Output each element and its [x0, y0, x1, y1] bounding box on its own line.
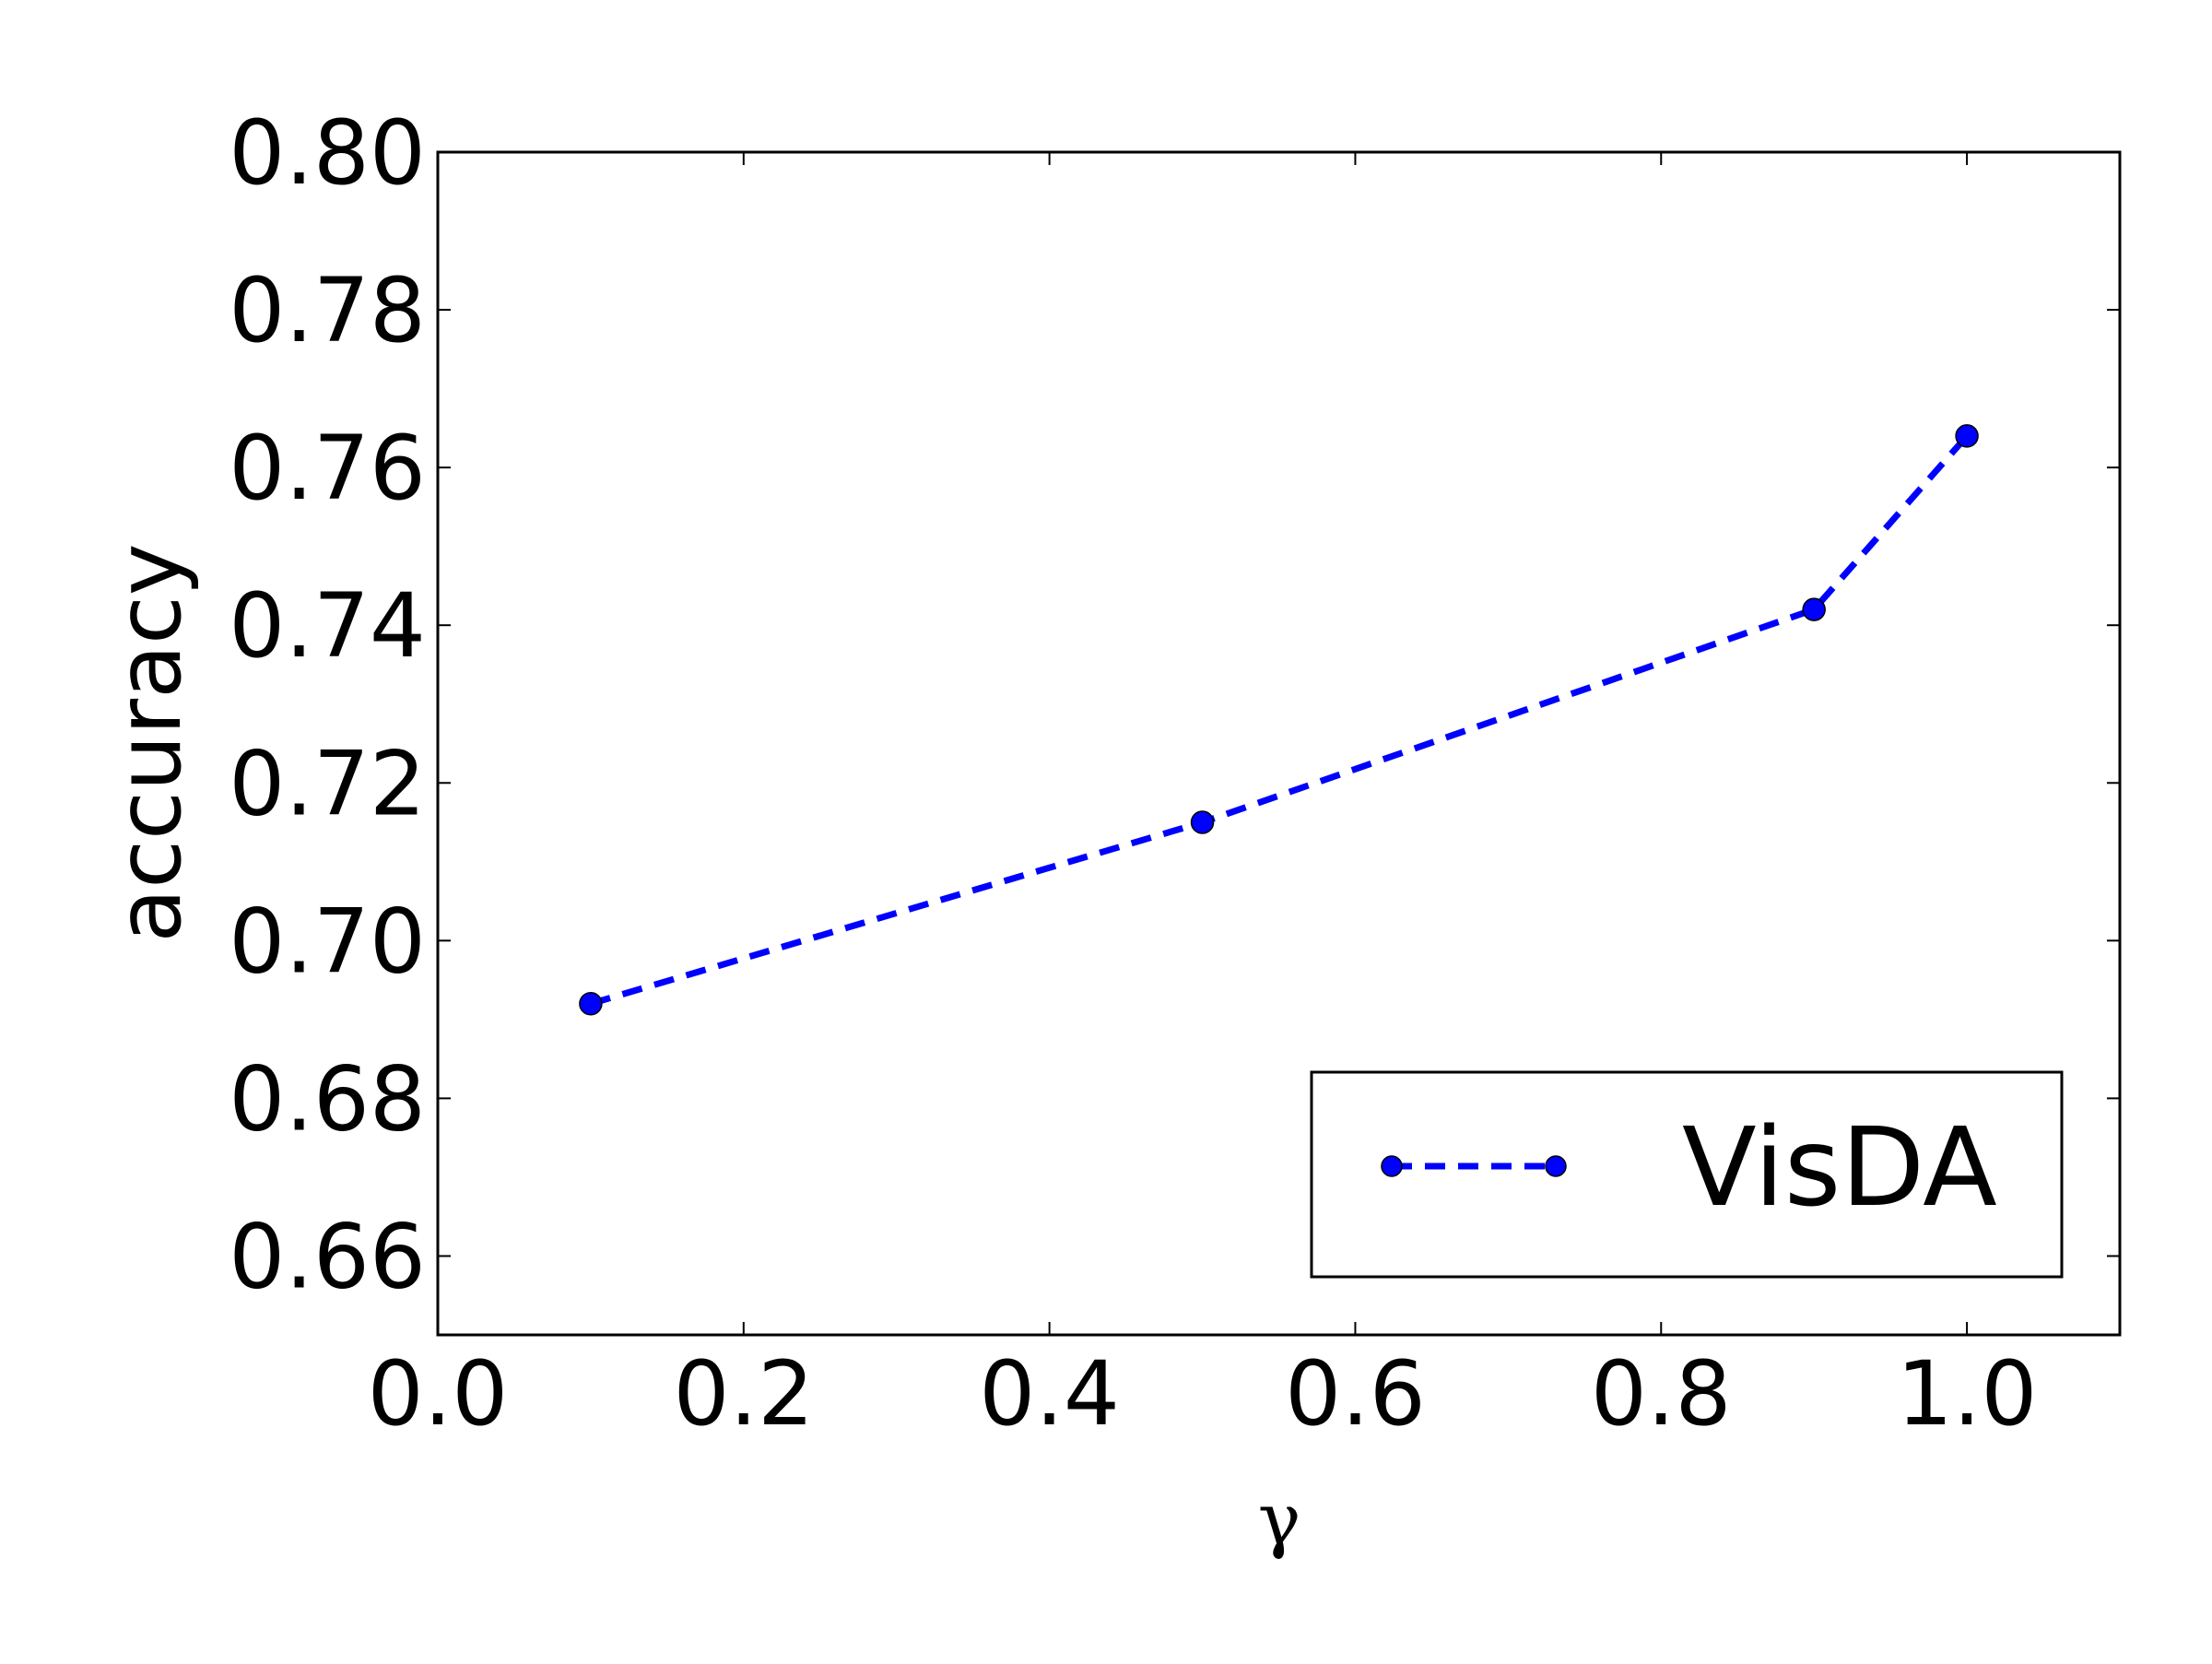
- x-tick-label: 0.0: [368, 1342, 509, 1446]
- y-tick-label: 0.66: [229, 1205, 426, 1308]
- y-axis: 0.66 0.68 0.70 0.72 0.74 0.76 0.78 0.80: [229, 101, 2120, 1308]
- series-layer: [579, 424, 1979, 1016]
- y-tick-label: 0.68: [229, 1047, 426, 1151]
- y-tick-label: 0.80: [229, 101, 426, 205]
- x-tick-label: 0.8: [1591, 1342, 1732, 1446]
- y-tick-label: 0.70: [229, 890, 426, 993]
- data-point: [579, 992, 603, 1016]
- data-point: [1955, 424, 1979, 448]
- legend-label: VisDA: [1682, 1103, 1997, 1231]
- y-tick-label: 0.72: [229, 732, 426, 835]
- legend-box: [1310, 1070, 2064, 1279]
- x-tick-label: 1.0: [1897, 1342, 2038, 1446]
- data-point: [1190, 810, 1215, 834]
- y-tick-label: 0.78: [229, 259, 426, 362]
- x-axis-label: γ: [1258, 1479, 1301, 1562]
- series-line: [589, 433, 1970, 1008]
- x-tick-label: 0.6: [1285, 1342, 1426, 1446]
- x-tick-label: 0.4: [979, 1342, 1120, 1446]
- legend-marker-right: [1545, 1155, 1567, 1177]
- legend: VisDA: [1310, 1070, 2064, 1279]
- x-axis: 0.0 0.2 0.4 0.6 0.8 1.0: [368, 152, 2038, 1446]
- data-point: [1802, 597, 1826, 621]
- y-tick-label: 0.74: [229, 574, 426, 678]
- plot-frame: [436, 150, 2122, 1337]
- legend-marker-left: [1381, 1155, 1403, 1177]
- y-tick-label: 0.76: [229, 417, 426, 520]
- y-axis-label: accuracy: [98, 543, 201, 942]
- x-tick-label: 0.2: [673, 1342, 814, 1446]
